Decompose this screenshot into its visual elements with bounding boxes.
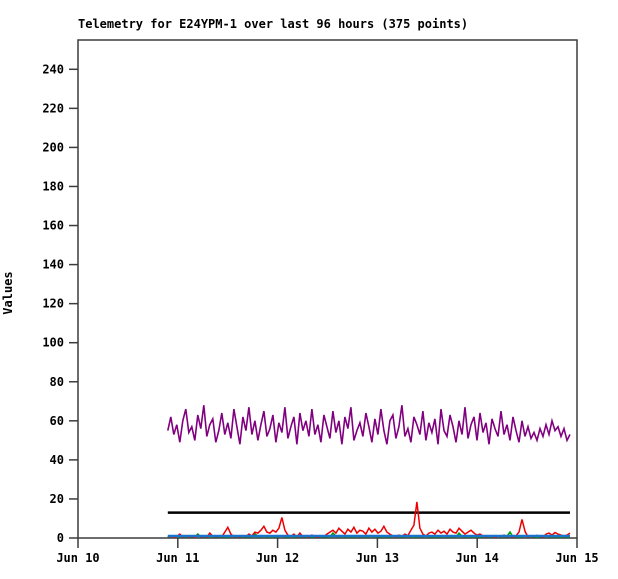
chart-title: Telemetry for E24YPM-1 over last 96 hour… xyxy=(78,17,469,31)
y-tick-label: 100 xyxy=(42,336,64,350)
x-tick-label: Jun 13 xyxy=(356,551,399,565)
x-tick-label: Jun 10 xyxy=(56,551,99,565)
x-tick-label: Jun 11 xyxy=(156,551,199,565)
y-tick-label: 60 xyxy=(50,414,64,428)
x-tick-label: Jun 14 xyxy=(456,551,499,565)
y-tick-label: 120 xyxy=(42,297,64,311)
y-tick-label: 240 xyxy=(42,62,64,76)
plot-border xyxy=(77,39,578,539)
y-tick-label: 40 xyxy=(50,453,64,467)
x-tick-label: Jun 12 xyxy=(256,551,299,565)
y-tick-label: 0 xyxy=(57,531,64,545)
y-tick-label: 140 xyxy=(42,258,64,272)
y-tick-label: 220 xyxy=(42,101,64,115)
y-tick-label: 20 xyxy=(50,492,64,506)
series-purple xyxy=(167,405,571,445)
y-tick-label: 180 xyxy=(42,179,64,193)
x-tick-label: Jun 15 xyxy=(555,551,598,565)
y-tick-label: 200 xyxy=(42,140,64,154)
y-tick-label: 160 xyxy=(42,219,64,233)
y-tick-label: 80 xyxy=(50,375,64,389)
